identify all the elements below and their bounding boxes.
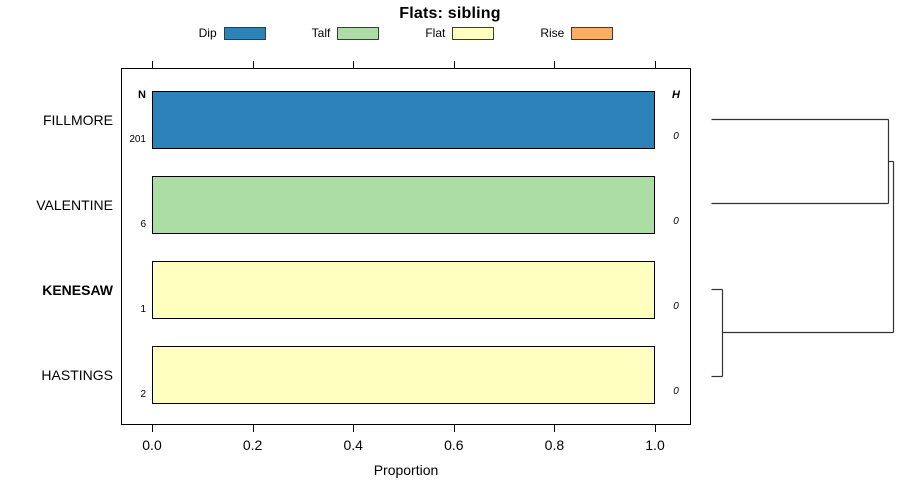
- x-axis-tick-bottom: [453, 425, 455, 432]
- category-label-valentine: VALENTINE: [36, 197, 113, 213]
- x-tick-label-0.4: 0.4: [343, 437, 363, 453]
- legend-label: Dip: [198, 26, 217, 40]
- legend-label: Rise: [540, 26, 565, 40]
- h-column-header: H: [672, 89, 680, 101]
- legend-swatch-dip: [223, 26, 266, 40]
- category-label-kenesaw: KENESAW: [42, 282, 113, 298]
- chart-title: Flats: sibling: [399, 5, 501, 22]
- legend-item-dip: Dip: [199, 26, 266, 40]
- x-tick-label-0.8: 0.8: [544, 437, 565, 453]
- bar-kenesaw-flat: [152, 261, 655, 319]
- x-axis-tick-bottom: [554, 425, 556, 432]
- legend-label: Talf: [311, 26, 331, 40]
- x-axis-tick-bottom: [152, 425, 153, 432]
- legend: Dip Talf Flat Rise: [121, 24, 691, 42]
- h-value-kenesaw: 0: [673, 301, 679, 312]
- n-column-header: N: [138, 89, 146, 101]
- n-value-kenesaw: 1: [140, 304, 146, 315]
- bar-fillmore-dip: [152, 91, 655, 149]
- legend-swatch-rise: [571, 26, 614, 40]
- n-value-valentine: 6: [140, 219, 146, 230]
- x-tick-label-0.0: 0.0: [142, 437, 162, 453]
- x-tick-label-0.2: 0.2: [242, 437, 263, 453]
- x-tick-label-0.6: 0.6: [444, 437, 464, 453]
- legend-item-talf: Talf: [312, 26, 380, 40]
- x-axis-tick-top: [252, 61, 254, 68]
- h-value-hastings: 0: [673, 386, 679, 397]
- x-axis-tick-top: [453, 61, 455, 68]
- x-axis-label: Proportion: [373, 462, 439, 478]
- x-axis-tick-top: [655, 61, 656, 68]
- h-value-valentine: 0: [673, 216, 679, 227]
- legend-label: Flat: [425, 26, 446, 40]
- x-axis-tick-bottom: [655, 425, 656, 432]
- x-axis-tick-top: [554, 61, 556, 68]
- x-axis-tick-top: [152, 61, 153, 68]
- x-axis-tick-top: [353, 61, 355, 68]
- legend-item-flat: Flat: [425, 26, 495, 40]
- bar-hastings-flat: [152, 346, 655, 404]
- legend-item-rise: Rise: [540, 26, 614, 40]
- category-label-fillmore: FILLMORE: [42, 112, 113, 128]
- x-axis-tick-bottom: [252, 425, 254, 432]
- legend-swatch-flat: [452, 26, 495, 40]
- n-value-hastings: 2: [140, 389, 146, 400]
- n-value-fillmore: 201: [129, 134, 146, 145]
- h-value-fillmore: 0: [673, 131, 679, 142]
- x-tick-label-1.0: 1.0: [645, 437, 665, 453]
- bar-valentine-talf: [152, 176, 655, 234]
- x-axis-tick-bottom: [353, 425, 355, 432]
- category-label-hastings: HASTINGS: [41, 367, 113, 383]
- legend-swatch-talf: [337, 26, 380, 40]
